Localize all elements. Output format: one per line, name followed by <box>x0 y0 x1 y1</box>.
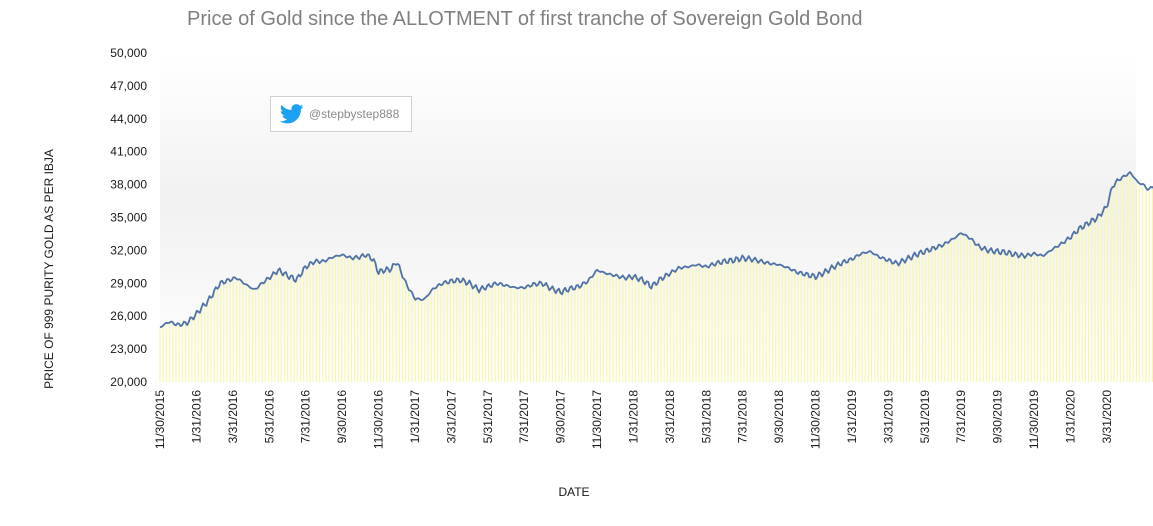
x-tick-label: 1/31/2018 <box>626 390 640 444</box>
x-axis-ticks: 11/30/2015 1/31/2016 3/31/2016 5/31/2016 7/3… <box>153 390 1114 449</box>
x-tick-label: 1/31/2019 <box>845 390 859 444</box>
x-tick-label: 11/30/2015 <box>153 390 167 449</box>
y-tick-label: 44,000 <box>110 112 147 126</box>
x-tick-label: 5/31/2018 <box>699 390 713 444</box>
x-tick-label: 5/31/2017 <box>481 390 495 444</box>
y-tick-label: 32,000 <box>110 243 147 257</box>
x-tick-label: 9/30/2019 <box>991 390 1005 444</box>
price-bars <box>159 173 1153 382</box>
x-tick-label: 11/30/2016 <box>372 390 386 449</box>
x-tick-label: 7/31/2017 <box>517 390 531 444</box>
y-axis-title: PRICE OF 999 PURITY GOLD AS PER IBJA <box>42 149 56 389</box>
x-tick-label: 7/31/2016 <box>299 390 313 444</box>
twitter-handle: @stepbystep888 <box>309 107 400 121</box>
x-tick-label: 7/31/2019 <box>954 390 968 444</box>
x-tick-label: 9/30/2017 <box>554 390 568 444</box>
x-tick-label: 9/30/2018 <box>772 390 786 444</box>
x-tick-label: 11/30/2018 <box>809 390 823 449</box>
x-tick-label: 3/31/2017 <box>444 390 458 444</box>
x-tick-label: 9/30/2016 <box>335 390 349 444</box>
y-tick-label: 20,000 <box>110 375 147 389</box>
y-tick-label: 47,000 <box>110 79 147 93</box>
x-tick-label: 1/31/2017 <box>408 390 422 444</box>
x-tick-label: 7/31/2018 <box>736 390 750 444</box>
x-tick-label: 11/30/2019 <box>1027 390 1041 449</box>
x-tick-label: 1/31/2020 <box>1063 390 1077 444</box>
y-tick-label: 41,000 <box>110 145 147 159</box>
x-tick-label: 5/31/2016 <box>262 390 276 444</box>
twitter-bird-icon <box>280 104 304 124</box>
y-tick-label: 50,000 <box>110 46 147 60</box>
y-axis-ticks: 20,000 23,000 26,000 29,000 32,000 35,000 38,0… <box>110 46 147 389</box>
y-tick-label: 23,000 <box>110 342 147 356</box>
x-tick-label: 3/31/2019 <box>881 390 895 444</box>
y-tick-label: 35,000 <box>110 211 147 225</box>
y-tick-label: 29,000 <box>110 276 147 290</box>
y-tick-label: 26,000 <box>110 309 147 323</box>
y-tick-label: 38,000 <box>110 178 147 192</box>
x-tick-label: 11/30/2017 <box>590 390 604 449</box>
x-tick-label: 3/31/2018 <box>663 390 677 444</box>
chart-title: Price of Gold since the ALLOTMENT of fir… <box>187 8 863 30</box>
x-tick-label: 1/31/2016 <box>189 390 203 444</box>
x-tick-label: 5/31/2019 <box>918 390 932 444</box>
twitter-watermark: @stepbystep888 <box>270 96 412 132</box>
price-line <box>159 171 1153 329</box>
price-series-line <box>159 171 1153 329</box>
x-axis-title: DATE <box>558 485 589 499</box>
x-tick-label: 3/31/2020 <box>1100 390 1114 444</box>
x-tick-label: 3/31/2016 <box>226 390 240 444</box>
